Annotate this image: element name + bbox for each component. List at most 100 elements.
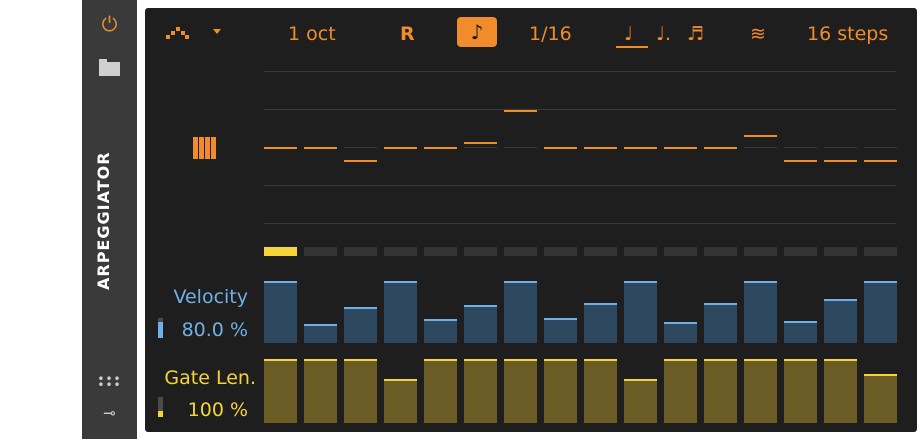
step-gate-bar[interactable] xyxy=(624,379,657,423)
step-pitch-marker[interactable] xyxy=(544,147,577,149)
step-velocity-bar[interactable] xyxy=(744,281,777,343)
gate-bar-cap xyxy=(464,359,497,361)
step-pitch-marker[interactable] xyxy=(664,147,697,149)
rate-toggle-button[interactable]: ♪ xyxy=(457,17,497,47)
shuffle-icon[interactable]: ≋ xyxy=(750,23,766,45)
velocity-bar-cap xyxy=(344,307,377,309)
pitch-baseline xyxy=(864,147,897,148)
velocity-bar-cap xyxy=(424,319,457,321)
step-indicator xyxy=(304,247,337,256)
rate-mode-dotted[interactable]: ♩. xyxy=(656,23,672,45)
step-gate-bar[interactable] xyxy=(864,374,897,423)
velocity-label: Velocity xyxy=(173,286,248,308)
grid-line xyxy=(264,185,896,186)
step-pitch-marker[interactable] xyxy=(304,147,337,149)
step-gate-bar[interactable] xyxy=(464,359,497,423)
step-velocity-bar[interactable] xyxy=(704,303,737,343)
step-velocity-bar[interactable] xyxy=(304,324,337,343)
step-velocity-bar[interactable] xyxy=(664,322,697,343)
velocity-bar-cap xyxy=(304,324,337,326)
step-indicator xyxy=(424,247,457,256)
step-pitch-marker[interactable] xyxy=(744,135,777,137)
device-sidebar: ⏻ ••• ••• ⊸ xyxy=(82,0,137,439)
step-gate-bar[interactable] xyxy=(504,359,537,423)
gate-length-value[interactable]: 100 % xyxy=(187,399,248,421)
gate-bar-cap xyxy=(344,359,377,361)
velocity-value[interactable]: 80.0 % xyxy=(181,319,248,341)
step-velocity-bar[interactable] xyxy=(384,281,417,343)
pitch-baseline xyxy=(504,147,537,148)
velocity-bar-cap xyxy=(824,299,857,301)
velocity-bar-cap xyxy=(264,281,297,283)
step-gate-bar[interactable] xyxy=(824,359,857,423)
step-gate-bar[interactable] xyxy=(584,359,617,423)
step-pitch-marker[interactable] xyxy=(264,147,297,149)
step-velocity-bar[interactable] xyxy=(864,281,897,343)
step-velocity-bar[interactable] xyxy=(544,318,577,343)
key-arrow-icon[interactable]: ⊸ xyxy=(103,404,116,422)
velocity-bar-cap xyxy=(784,321,817,323)
gate-bar-cap xyxy=(304,359,337,361)
step-velocity-bar[interactable] xyxy=(464,305,497,343)
step-velocity-bar[interactable] xyxy=(344,307,377,343)
rate-selector[interactable]: 1/16 xyxy=(529,23,572,45)
piano-keys-icon[interactable] xyxy=(193,137,217,159)
step-pitch-marker[interactable] xyxy=(504,110,537,112)
gate-bar-cap xyxy=(624,379,657,381)
step-count-selector[interactable]: 16 steps xyxy=(807,23,889,45)
step-gate-bar[interactable] xyxy=(424,359,457,423)
gate-bar-cap xyxy=(584,359,617,361)
step-pitch-marker[interactable] xyxy=(584,147,617,149)
step-pitch-marker[interactable] xyxy=(344,160,377,162)
chevron-down-icon[interactable] xyxy=(213,29,221,34)
step-gate-bar[interactable] xyxy=(784,359,817,423)
dots-grid-icon[interactable]: ••• ••• xyxy=(97,372,122,392)
velocity-bar-cap xyxy=(384,281,417,283)
step-gate-bar[interactable] xyxy=(344,359,377,423)
step-gate-bar[interactable] xyxy=(384,379,417,423)
step-velocity-bar[interactable] xyxy=(264,281,297,343)
grid-line xyxy=(264,109,896,110)
step-velocity-bar[interactable] xyxy=(584,303,617,343)
velocity-bar-cap xyxy=(584,303,617,305)
step-velocity-bar[interactable] xyxy=(424,319,457,343)
step-pitch-marker[interactable] xyxy=(784,160,817,162)
gate-bar-cap xyxy=(264,359,297,361)
step-gate-bar[interactable] xyxy=(264,359,297,423)
step-pitch-marker[interactable] xyxy=(464,142,497,144)
step-velocity-bar[interactable] xyxy=(624,281,657,343)
gate-bar-cap xyxy=(664,359,697,361)
step-indicator xyxy=(744,247,777,256)
power-icon[interactable]: ⏻ xyxy=(101,12,118,36)
pitch-baseline xyxy=(344,147,377,148)
step-pitch-marker[interactable] xyxy=(864,160,897,162)
step-pitch-marker[interactable] xyxy=(704,147,737,149)
pitch-baseline xyxy=(784,147,817,148)
step-gate-bar[interactable] xyxy=(304,359,337,423)
step-pitch-marker[interactable] xyxy=(384,147,417,149)
pitch-baseline xyxy=(824,147,857,148)
step-gate-bar[interactable] xyxy=(544,359,577,423)
velocity-bar-cap xyxy=(544,318,577,320)
velocity-bar-cap xyxy=(864,281,897,283)
step-gate-bar[interactable] xyxy=(744,359,777,423)
rate-mode-straight[interactable]: ♩ xyxy=(624,23,633,45)
step-pitch-marker[interactable] xyxy=(824,160,857,162)
velocity-bar-cap xyxy=(664,322,697,324)
gate-bar-cap xyxy=(704,359,737,361)
step-pitch-marker[interactable] xyxy=(624,147,657,149)
gate-length-label: Gate Len. xyxy=(164,367,256,389)
step-velocity-bar[interactable] xyxy=(824,299,857,343)
step-velocity-bar[interactable] xyxy=(784,321,817,343)
velocity-bar-cap xyxy=(744,281,777,283)
grid-line xyxy=(264,223,896,224)
step-velocity-bar[interactable] xyxy=(504,281,537,343)
rate-mode-triplet[interactable]: ♬ xyxy=(687,23,705,45)
gate-bar-cap xyxy=(784,359,817,361)
step-gate-bar[interactable] xyxy=(664,359,697,423)
gate-bar-cap xyxy=(744,359,777,361)
step-pitch-marker[interactable] xyxy=(424,147,457,149)
step-gate-bar[interactable] xyxy=(704,359,737,423)
octave-selector[interactable]: 1 oct xyxy=(288,23,336,45)
retrigger-button[interactable]: R xyxy=(400,23,415,45)
